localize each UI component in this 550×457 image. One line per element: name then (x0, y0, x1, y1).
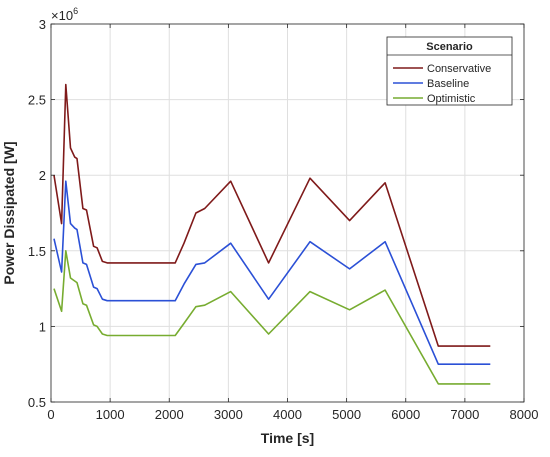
x-tick-label: 3000 (214, 407, 243, 422)
legend-label-conservative: Conservative (427, 63, 491, 75)
x-tick-label: 8000 (510, 407, 539, 422)
x-tick-label: 6000 (391, 407, 420, 422)
grid-lines (50, 23, 525, 403)
legend-title: Scenario (426, 41, 473, 53)
legend-label-optimistic: Optimistic (427, 93, 476, 105)
x-tick-label: 4000 (273, 407, 302, 422)
tick-labels: 0 1000 2000 3000 4000 5000 6000 7000 8000 0.5 1 1.5… (28, 17, 539, 422)
y-tick-label: 0.5 (28, 395, 46, 410)
series-line-optimistic (53, 250, 491, 385)
series-lines (53, 83, 491, 385)
x-tick-label: 0 (47, 407, 54, 422)
y-axis-multiplier-exponent: 6 (73, 6, 78, 16)
y-tick-label: 1.5 (28, 244, 46, 259)
y-tick-label: 2.5 (28, 93, 46, 108)
series-line-conservative (53, 83, 491, 347)
y-axis-multiplier-base: ×10 (51, 8, 73, 23)
x-axis-title: Time [s] (261, 430, 314, 446)
legend-label-baseline: Baseline (427, 78, 469, 90)
legend: Scenario Conservative Baseline Optimistic (386, 36, 513, 106)
x-tick-label: 5000 (332, 407, 361, 422)
y-tick-label: 1 (39, 319, 46, 334)
y-tick-label: 2 (39, 168, 46, 183)
y-axis-multiplier: ×106 (51, 6, 78, 23)
y-tick-label: 3 (39, 17, 46, 32)
x-tick-label: 1000 (96, 407, 125, 422)
x-tick-label: 7000 (450, 407, 479, 422)
y-axis-title: Power Dissipated [W] (1, 141, 17, 284)
legend-entries: Conservative Baseline Optimistic (393, 63, 491, 105)
x-tick-label: 2000 (155, 407, 184, 422)
legend-box (386, 36, 513, 106)
series-line-baseline (53, 180, 491, 365)
